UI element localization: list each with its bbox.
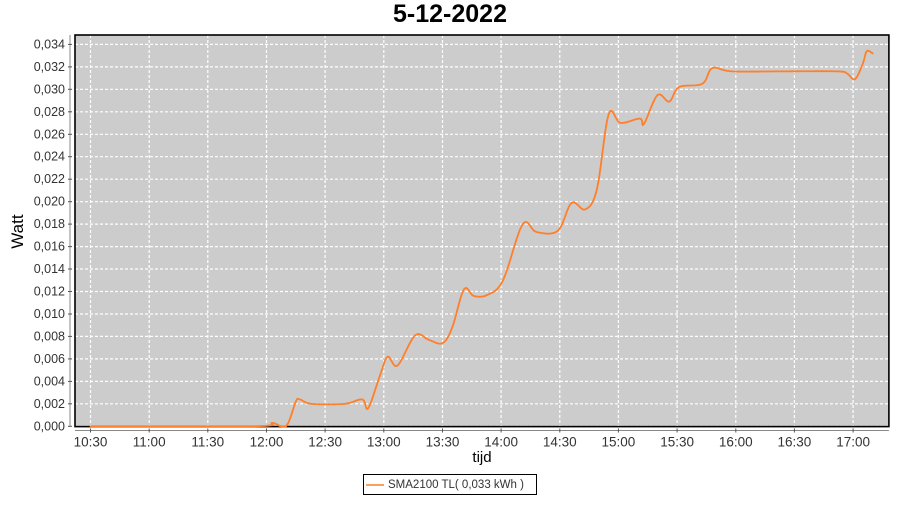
svg-text:0,008: 0,008 — [34, 329, 65, 343]
svg-text:10:30: 10:30 — [74, 435, 108, 450]
svg-text:0,006: 0,006 — [34, 352, 65, 366]
svg-text:0,034: 0,034 — [34, 37, 65, 51]
svg-text:13:00: 13:00 — [367, 435, 401, 450]
svg-text:0,012: 0,012 — [34, 285, 65, 299]
svg-text:14:30: 14:30 — [543, 435, 577, 450]
svg-text:15:00: 15:00 — [602, 435, 636, 450]
svg-text:0,024: 0,024 — [34, 150, 65, 164]
svg-text:0,020: 0,020 — [34, 195, 65, 209]
svg-text:16:00: 16:00 — [719, 435, 753, 450]
svg-text:Watt: Watt — [8, 214, 27, 249]
svg-text:0,014: 0,014 — [34, 262, 65, 276]
svg-text:0,002: 0,002 — [34, 397, 65, 411]
svg-text:0,004: 0,004 — [34, 374, 65, 388]
svg-text:17:00: 17:00 — [836, 435, 870, 450]
svg-text:0,032: 0,032 — [34, 60, 65, 74]
svg-text:0,022: 0,022 — [34, 172, 65, 186]
svg-text:0,026: 0,026 — [34, 127, 65, 141]
svg-text:0,018: 0,018 — [34, 217, 65, 231]
svg-text:12:00: 12:00 — [250, 435, 284, 450]
svg-text:11:30: 11:30 — [191, 435, 224, 450]
svg-text:13:30: 13:30 — [426, 435, 460, 450]
svg-text:14:00: 14:00 — [484, 435, 518, 450]
svg-text:15:30: 15:30 — [660, 435, 694, 450]
svg-text:0,030: 0,030 — [34, 82, 65, 96]
svg-text:16:30: 16:30 — [778, 435, 812, 450]
svg-text:0,028: 0,028 — [34, 105, 65, 119]
svg-text:0,010: 0,010 — [34, 307, 65, 321]
svg-text:0,016: 0,016 — [34, 240, 65, 254]
svg-text:12:30: 12:30 — [308, 435, 342, 450]
svg-text:11:00: 11:00 — [133, 435, 166, 450]
svg-text:0,000: 0,000 — [34, 419, 65, 433]
